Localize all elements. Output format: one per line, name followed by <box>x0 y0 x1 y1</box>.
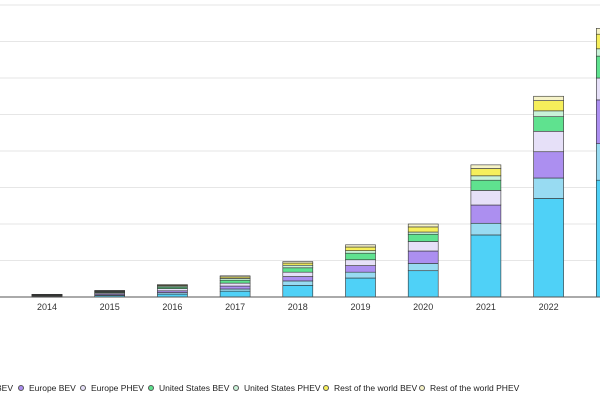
bar-segment[interactable] <box>345 271 376 279</box>
bar-segment[interactable] <box>219 290 251 298</box>
bar-segment[interactable] <box>345 259 376 266</box>
x-tick-label: 2022 <box>539 302 559 312</box>
bar-segment[interactable] <box>533 100 564 112</box>
bar-segment[interactable] <box>407 223 439 228</box>
bar-segment[interactable] <box>345 252 376 261</box>
bar-segment[interactable] <box>282 267 314 273</box>
bar-segment[interactable] <box>282 276 314 282</box>
bar-segment[interactable] <box>157 288 188 292</box>
bar-segment[interactable] <box>407 250 439 264</box>
x-tick-label: 2021 <box>476 302 496 312</box>
bar-segment[interactable] <box>470 222 502 236</box>
legend-label: Rest of the world BEV <box>334 383 418 393</box>
legend-label: BEV <box>0 383 14 393</box>
legend-item[interactable]: Europe BEV <box>18 383 76 393</box>
bar-segment[interactable] <box>282 271 314 277</box>
legend-label: United States PHEV <box>244 383 321 393</box>
bars <box>31 28 600 298</box>
x-tick-label: 2018 <box>288 302 308 312</box>
legend-item[interactable]: United States BEV <box>148 383 229 393</box>
bar-segment[interactable] <box>533 110 564 117</box>
x-tick-label: 2017 <box>225 302 245 312</box>
bar-segment[interactable] <box>282 262 314 266</box>
bar-segment[interactable] <box>219 275 251 278</box>
bar-segment[interactable] <box>533 151 564 179</box>
bar-segment[interactable] <box>219 279 251 284</box>
bar-segment[interactable] <box>470 234 502 298</box>
bar-segment[interactable] <box>94 290 125 292</box>
bar-segment[interactable] <box>157 284 188 286</box>
bar-segment[interactable] <box>533 198 564 298</box>
legend-label: Europe BEV <box>29 383 76 393</box>
bar-segment[interactable] <box>282 261 314 264</box>
legend-item[interactable]: United States PHEV <box>233 383 321 393</box>
bar-segment[interactable] <box>533 116 564 132</box>
x-tick-label: 2016 <box>162 302 182 312</box>
bar-segment[interactable] <box>219 288 251 292</box>
bar-segment[interactable] <box>595 55 600 79</box>
legend-marker-icon <box>323 385 329 391</box>
legend-label: Europe PHEV <box>91 383 144 393</box>
bar-segment[interactable] <box>407 263 439 272</box>
bar-segment[interactable] <box>470 179 502 191</box>
bar-segment[interactable] <box>345 244 376 248</box>
legend-item[interactable]: Rest of the world PHEV <box>419 383 519 393</box>
bar-segment[interactable] <box>470 164 502 169</box>
bar-segment[interactable] <box>595 48 600 57</box>
bar-segment[interactable] <box>470 175 502 181</box>
bar-segment[interactable] <box>345 265 376 273</box>
legend-marker-icon <box>148 385 154 391</box>
bar-segment[interactable] <box>595 28 600 35</box>
legend-marker-icon <box>419 385 425 391</box>
legend-marker-icon <box>80 385 86 391</box>
bar-segment[interactable] <box>533 177 564 199</box>
legend-marker-icon <box>18 385 24 391</box>
bar-segment[interactable] <box>407 231 439 235</box>
bar-segment[interactable] <box>595 33 600 50</box>
bar-segment[interactable] <box>282 280 314 286</box>
legend-marker-icon <box>233 385 239 391</box>
bar-segment[interactable] <box>345 277 376 298</box>
bar-segment[interactable] <box>282 285 314 298</box>
bar-segment[interactable] <box>345 246 376 251</box>
chart-legend: BEV Europe BEV Europe PHEV United States… <box>0 379 600 397</box>
bar-segment[interactable] <box>470 190 502 206</box>
bar-segment[interactable] <box>470 204 502 224</box>
bar-segment[interactable] <box>533 95 564 101</box>
gridlines <box>0 4 600 261</box>
legend-item[interactable]: Europe PHEV <box>80 383 144 393</box>
legend-label: United States BEV <box>159 383 230 393</box>
legend-item[interactable]: Rest of the world BEV <box>323 383 417 393</box>
bar-segment[interactable] <box>282 264 314 269</box>
bar-segment[interactable] <box>595 99 600 145</box>
bar-segment[interactable] <box>219 282 251 287</box>
bar-segment[interactable] <box>595 179 600 298</box>
x-tick-label: 2019 <box>350 302 370 312</box>
bar-segment[interactable] <box>219 285 251 290</box>
x-tick-label: 2015 <box>100 302 120 312</box>
bar-segment[interactable] <box>595 143 600 181</box>
bar-segment[interactable] <box>345 250 376 254</box>
bar-segment[interactable] <box>407 270 439 298</box>
bar-segment[interactable] <box>407 241 439 252</box>
legend-item[interactable]: BEV <box>0 383 13 393</box>
x-tick-label: 2020 <box>413 302 433 312</box>
bar-segment[interactable] <box>31 293 63 296</box>
bar-segment[interactable] <box>407 233 439 242</box>
bar-segment[interactable] <box>407 226 439 233</box>
bar-segment[interactable] <box>470 168 502 177</box>
legend-label: Rest of the world PHEV <box>430 383 520 393</box>
x-tick-labels: 2014201520162017201820192020202120222023 <box>37 302 559 312</box>
x-tick-label: 2014 <box>37 302 57 312</box>
bar-segment[interactable] <box>533 130 564 153</box>
bar-segment[interactable] <box>595 77 600 101</box>
